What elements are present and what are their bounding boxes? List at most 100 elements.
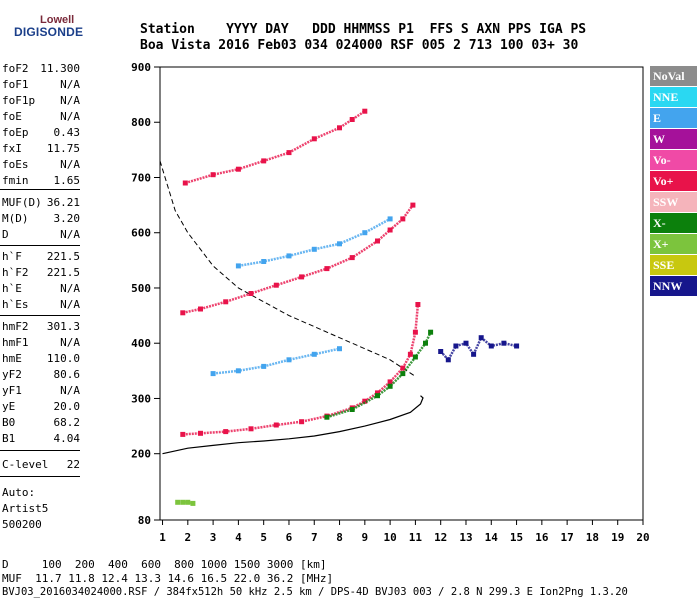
param-row: B1 4.04: [2, 432, 80, 448]
trace-point: [471, 351, 477, 357]
param-row: C-level 22: [2, 458, 80, 474]
y-tick-label: 700: [131, 171, 151, 184]
param-row: MUF(D) 36.21: [2, 196, 80, 212]
param-value: N/A: [60, 228, 80, 241]
param-row: hmF2 301.3: [2, 320, 80, 336]
param-divider: [0, 450, 80, 451]
x-tick-label: 6: [286, 531, 293, 544]
legend-item-vo-: Vo-: [650, 150, 697, 170]
y-tick-label: 80: [138, 514, 151, 527]
legend-item-nnw: NNW: [650, 276, 697, 296]
param-name: foF1p: [2, 94, 36, 107]
trace-point: [400, 365, 406, 371]
param-value: 1.65: [53, 174, 81, 187]
param-row: foE N/A: [2, 110, 80, 126]
param-row: yF2 80.6: [2, 368, 80, 384]
param-row: h`E N/A: [2, 282, 80, 298]
y-tick-label: 300: [131, 392, 151, 405]
param-name: foF2: [2, 62, 29, 75]
legend-item-w: W: [650, 129, 697, 149]
param-value: N/A: [60, 110, 80, 123]
param-value: 11.75: [46, 142, 80, 155]
legend-item-sse: SSE: [650, 255, 697, 275]
param-name: foEp: [2, 126, 29, 139]
y-tick-label: 900: [131, 61, 151, 74]
param-name: foF1: [2, 78, 29, 91]
param-value: N/A: [60, 384, 80, 397]
param-name: yF2: [2, 368, 22, 381]
x-tick-label: 5: [260, 531, 267, 544]
param-name: hmF2: [2, 320, 29, 333]
auto-label: Auto:: [2, 486, 36, 499]
trace-point: [387, 379, 393, 385]
param-value: 301.3: [46, 320, 80, 333]
param-row: D N/A: [2, 228, 80, 244]
trace-point: [362, 108, 368, 114]
footer-file-info: BVJ03_2016034024000.RSF / 384fx512h 50 k…: [2, 586, 628, 598]
param-row: foEs N/A: [2, 158, 80, 174]
trace-point: [349, 407, 355, 412]
trace-point: [198, 430, 203, 436]
x-tick-label: 19: [611, 531, 624, 544]
trace-line: [182, 204, 414, 315]
param-name: fmin: [2, 174, 29, 187]
trace-point: [445, 357, 451, 363]
param-value: 3.20: [53, 212, 81, 225]
x-tick-label: 14: [485, 531, 499, 544]
trace-point: [210, 172, 216, 178]
x-tick-label: 16: [535, 531, 549, 544]
x-tick-label: 13: [459, 531, 472, 544]
param-row: fmin 1.65: [2, 174, 80, 190]
y-tick-label: 500: [131, 282, 151, 295]
param-value: N/A: [60, 94, 80, 107]
auto-code: 500200: [2, 518, 42, 531]
param-name: hmE: [2, 352, 22, 365]
param-name: MUF(D): [2, 196, 42, 209]
param-name: h`F: [2, 250, 22, 263]
param-divider: [0, 476, 80, 477]
legend-item-vo-: Vo+: [650, 171, 697, 191]
x-tick-label: 4: [235, 531, 242, 544]
param-value: 221.5: [46, 250, 80, 263]
param-value: 0.43: [53, 126, 81, 139]
param-name: hmF1: [2, 336, 29, 349]
param-value: N/A: [60, 298, 80, 311]
param-name: fxI: [2, 142, 22, 155]
param-value: N/A: [60, 336, 80, 349]
param-name: h`Es: [2, 298, 29, 311]
param-value: 68.2: [53, 416, 81, 429]
param-name: h`E: [2, 282, 22, 295]
trace-point: [299, 419, 305, 425]
param-name: h`F2: [2, 266, 29, 279]
legend-item-x-: X+: [650, 234, 697, 254]
param-name: B1: [2, 432, 16, 445]
trace-line: [177, 501, 194, 505]
trace-point: [362, 230, 368, 236]
param-value: 4.04: [53, 432, 81, 445]
param-row: h`F 221.5: [2, 250, 80, 266]
param-row: foF1p N/A: [2, 94, 80, 110]
param-row: foF2 11.300: [2, 62, 80, 78]
x-tick-label: 20: [636, 531, 649, 544]
auto-method: Artist5: [2, 502, 49, 515]
plot-frame: [159, 66, 644, 521]
param-name: yF1: [2, 384, 22, 397]
param-divider: [0, 315, 80, 316]
param-value: 22: [66, 458, 80, 471]
trace-point: [223, 299, 229, 305]
muf-curve: [159, 160, 416, 377]
param-divider: [0, 189, 80, 190]
param-name: foEs: [2, 158, 29, 171]
param-value: 11.300: [40, 62, 80, 75]
y-tick-label: 400: [131, 337, 151, 350]
param-name: C-level: [2, 458, 49, 471]
param-value: 110.0: [46, 352, 80, 365]
header-row-labels: Station YYYY DAY DDD HHMMSS P1 FFS S AXN…: [140, 22, 587, 37]
param-divider: [0, 245, 80, 246]
param-value: N/A: [60, 78, 80, 91]
trace-line: [184, 110, 366, 185]
x-tick-label: 15: [510, 531, 523, 544]
legend-item-e: E: [650, 108, 697, 128]
x-tick-label: 1: [159, 531, 166, 544]
